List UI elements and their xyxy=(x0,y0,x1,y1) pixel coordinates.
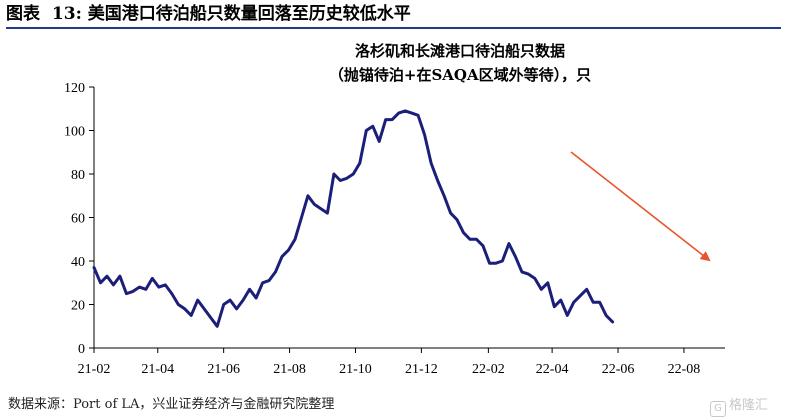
y-tick-label: 80 xyxy=(71,168,85,183)
series-layer xyxy=(92,109,615,328)
x-tick-label: 22-04 xyxy=(536,362,569,377)
x-tick-label: 21-10 xyxy=(339,362,372,377)
watermark: G 格隆汇 xyxy=(710,394,768,417)
title-rule xyxy=(6,27,781,29)
x-tick-label: 21-12 xyxy=(405,362,438,377)
x-tick-label: 21-06 xyxy=(207,362,240,377)
watermark-text: 格隆汇 xyxy=(729,398,769,413)
trend-arrow xyxy=(570,151,711,262)
x-tick-label: 21-02 xyxy=(78,362,111,377)
watermark-logo-icon: G xyxy=(710,401,726,417)
y-tick-label: 100 xyxy=(64,125,85,140)
figure-title: 图表 13: 美国港口待泊船只数量回落至历史较低水平 xyxy=(6,2,411,26)
x-tick-label: 21-08 xyxy=(273,362,306,377)
figure-label: 图表 xyxy=(6,4,40,24)
line-chart: 0 20 40 60 80 100 120 21-02 21-04 21-06 21-08 21-10… xyxy=(64,81,725,377)
x-tick-label: 22-06 xyxy=(602,362,635,377)
figure-number: 13: xyxy=(51,4,82,24)
source-note: 数据来源：Port of LA，兴业证券经济与金融研究院整理 xyxy=(8,397,335,412)
y-tick-label: 40 xyxy=(71,255,85,270)
x-tick-label: 22-08 xyxy=(668,362,701,377)
axes: 0 20 40 60 80 100 120 21-02 21-04 21-06 21-08 21-10… xyxy=(64,81,725,377)
x-tick-label: 21-04 xyxy=(141,362,174,377)
chart-subtitle: （抛锚待泊+在SAQA区域外等待），只 xyxy=(328,66,592,84)
figure-title-text: 美国港口待泊船只数量回落至历史较低水平 xyxy=(87,4,411,24)
y-tick-label: 20 xyxy=(71,299,85,314)
y-tick-label: 60 xyxy=(71,212,85,227)
chart-title: 洛杉矶和长滩港口待泊船只数据 xyxy=(354,42,565,60)
x-tick-label: 22-02 xyxy=(472,362,505,377)
y-tick-label: 120 xyxy=(64,81,85,96)
series-line-0 xyxy=(92,109,615,328)
y-tick-label: 0 xyxy=(78,342,85,357)
